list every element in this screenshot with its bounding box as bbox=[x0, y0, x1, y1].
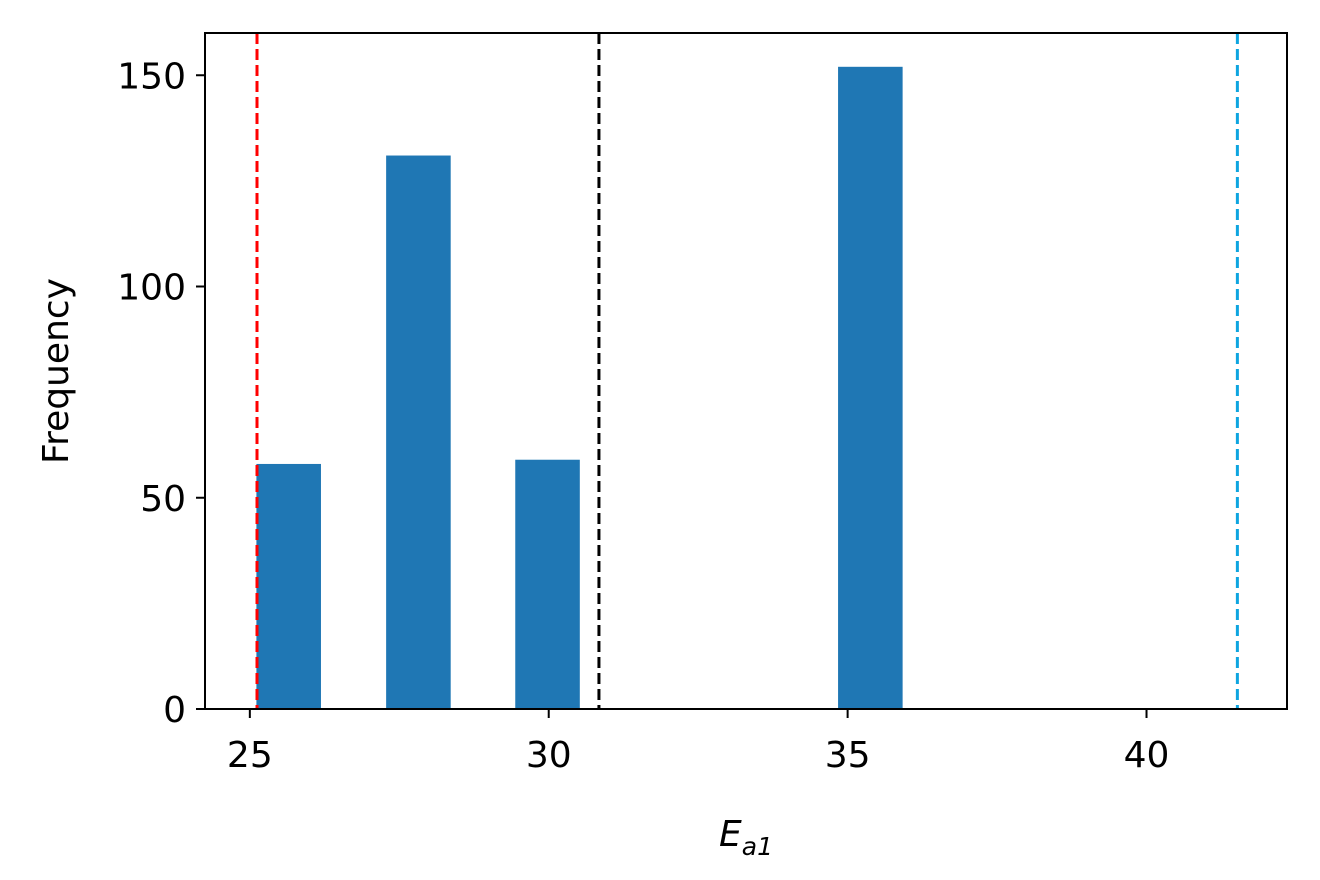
y-tick-label-3: 150 bbox=[117, 56, 186, 97]
bar-0 bbox=[256, 463, 321, 709]
plot-area-frame bbox=[204, 32, 1288, 710]
x-tick-label-2: 35 bbox=[825, 735, 871, 776]
bar-1 bbox=[386, 155, 451, 709]
y-tick-label-1: 50 bbox=[140, 479, 186, 520]
x-axis-label-subscript: a1 bbox=[742, 832, 773, 861]
y-tick-label-2: 100 bbox=[117, 268, 186, 309]
x-axis-ticks: 25 30 35 40 bbox=[227, 709, 1169, 776]
reference-lines-layer bbox=[255, 33, 1239, 709]
bar-3 bbox=[838, 66, 903, 710]
y-tick-label-0: 0 bbox=[163, 690, 186, 731]
bar-2 bbox=[515, 459, 580, 709]
x-axis-label-main: E bbox=[719, 814, 742, 855]
y-axis-ticks: 0 50 100 150 bbox=[117, 56, 205, 731]
y-axis-label: Frequency bbox=[36, 278, 77, 464]
x-tick-label-3: 40 bbox=[1124, 735, 1170, 776]
bars-layer bbox=[256, 66, 903, 710]
x-axis-label: Ea1 bbox=[719, 814, 773, 861]
x-tick-label-0: 25 bbox=[227, 735, 273, 776]
x-tick-label-1: 30 bbox=[526, 735, 572, 776]
